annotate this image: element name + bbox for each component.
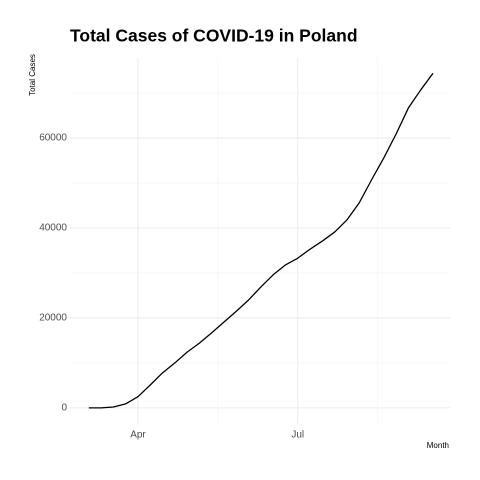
y-tick-label: 40000 (39, 223, 67, 234)
x-tick-label: Apr (130, 430, 146, 441)
y-tick-label: 20000 (39, 313, 67, 324)
data-line (88, 72, 434, 409)
y-axis-title: Total Cases (28, 54, 37, 96)
x-tick-label: Jul (291, 430, 304, 441)
y-tick-label: 0 (61, 403, 67, 414)
y-tick-label: 60000 (39, 133, 67, 144)
chart-title: Total Cases of COVID-19 in Poland (70, 26, 358, 46)
x-axis-title: Month (427, 441, 449, 450)
